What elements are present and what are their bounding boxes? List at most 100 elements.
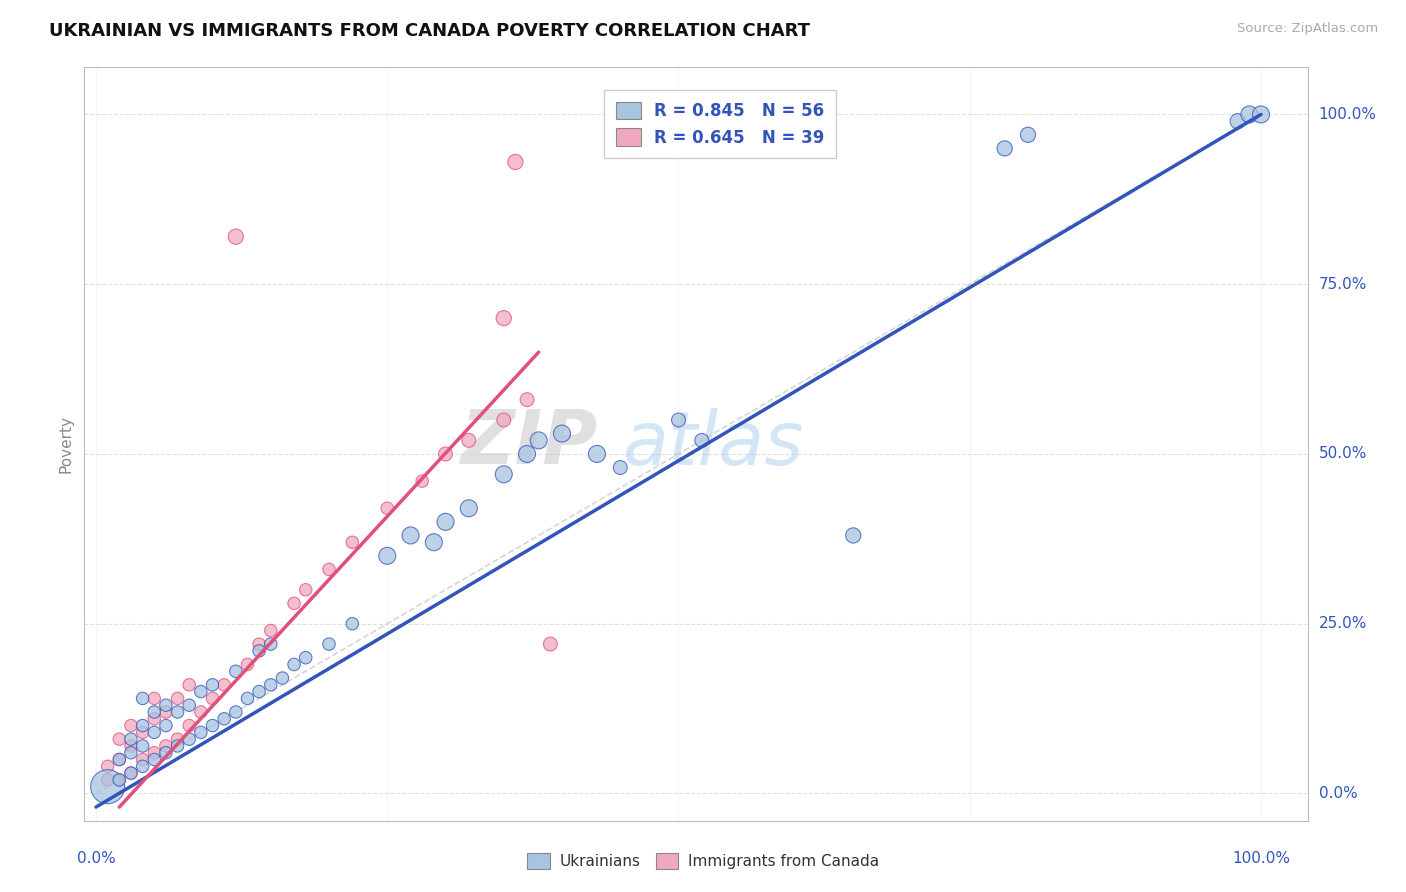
Point [538, 637, 561, 651]
Point [342, 535, 364, 549]
Point [131, 691, 153, 706]
Point [179, 698, 201, 713]
Text: 100.0%: 100.0% [1319, 107, 1376, 122]
Point [131, 739, 153, 753]
Text: 0.0%: 0.0% [1319, 786, 1357, 801]
Point [143, 746, 166, 760]
Point [457, 434, 479, 448]
Point [131, 752, 153, 766]
Point [283, 596, 305, 610]
Point [201, 691, 224, 706]
Point [271, 671, 294, 685]
Point [609, 460, 631, 475]
Text: 100.0%: 100.0% [1232, 851, 1289, 866]
Point [143, 691, 166, 706]
Point [1250, 107, 1272, 121]
Text: atlas: atlas [623, 408, 804, 480]
Point [399, 528, 422, 542]
Point [97, 759, 120, 773]
Point [120, 746, 142, 760]
Point [143, 712, 166, 726]
Point [225, 229, 247, 244]
Point [434, 515, 457, 529]
Point [143, 752, 166, 766]
Point [212, 678, 235, 692]
Point [283, 657, 305, 672]
Point [247, 684, 270, 698]
Point [108, 732, 131, 747]
Point [527, 434, 550, 448]
Text: ZIP: ZIP [461, 408, 598, 480]
Point [108, 772, 131, 787]
Point [423, 535, 446, 549]
Text: 25.0%: 25.0% [1319, 616, 1367, 632]
Point [318, 562, 340, 576]
Point [179, 678, 201, 692]
Point [201, 678, 224, 692]
Point [516, 392, 538, 407]
Point [131, 759, 153, 773]
Point [318, 637, 340, 651]
Point [143, 705, 166, 719]
Point [166, 691, 188, 706]
Point [155, 746, 177, 760]
Legend: R = 0.845   N = 56, R = 0.645   N = 39: R = 0.845 N = 56, R = 0.645 N = 39 [605, 90, 837, 158]
Point [131, 725, 153, 739]
Point [294, 582, 316, 597]
Point [143, 725, 166, 739]
Point [179, 732, 201, 747]
Point [375, 549, 398, 563]
Point [236, 691, 259, 706]
Point [120, 732, 142, 747]
Text: Source: ZipAtlas.com: Source: ZipAtlas.com [1237, 22, 1378, 36]
Legend: Ukrainians, Immigrants from Canada: Ukrainians, Immigrants from Canada [522, 847, 884, 875]
Point [492, 413, 515, 427]
Point [97, 772, 120, 787]
Point [108, 772, 131, 787]
Point [166, 732, 188, 747]
Point [457, 501, 479, 516]
Point [1239, 107, 1261, 121]
Point [155, 698, 177, 713]
Point [260, 678, 283, 692]
Text: UKRAINIAN VS IMMIGRANTS FROM CANADA POVERTY CORRELATION CHART: UKRAINIAN VS IMMIGRANTS FROM CANADA POVE… [49, 22, 810, 40]
Point [260, 637, 283, 651]
Point [994, 141, 1017, 155]
Point [247, 644, 270, 658]
Text: 50.0%: 50.0% [1319, 447, 1367, 461]
Point [260, 624, 283, 638]
Point [247, 637, 270, 651]
Point [434, 447, 457, 461]
Point [155, 739, 177, 753]
Point [411, 474, 433, 488]
Point [179, 718, 201, 732]
Point [108, 752, 131, 766]
Point [212, 712, 235, 726]
Text: 0.0%: 0.0% [77, 851, 115, 866]
Point [190, 705, 212, 719]
Point [201, 718, 224, 732]
Point [690, 434, 713, 448]
Point [190, 725, 212, 739]
Point [842, 528, 865, 542]
Point [166, 739, 188, 753]
Point [492, 467, 515, 482]
Point [120, 718, 142, 732]
Point [108, 752, 131, 766]
Point [294, 650, 316, 665]
Point [225, 665, 247, 679]
Point [97, 780, 120, 794]
Point [342, 616, 364, 631]
Text: 75.0%: 75.0% [1319, 277, 1367, 292]
Point [1017, 128, 1039, 142]
Point [120, 766, 142, 780]
Point [375, 501, 398, 516]
Point [1226, 114, 1249, 128]
Point [155, 705, 177, 719]
Point [120, 739, 142, 753]
Point [586, 447, 609, 461]
Point [155, 718, 177, 732]
Point [236, 657, 259, 672]
Point [225, 705, 247, 719]
Point [505, 155, 527, 169]
